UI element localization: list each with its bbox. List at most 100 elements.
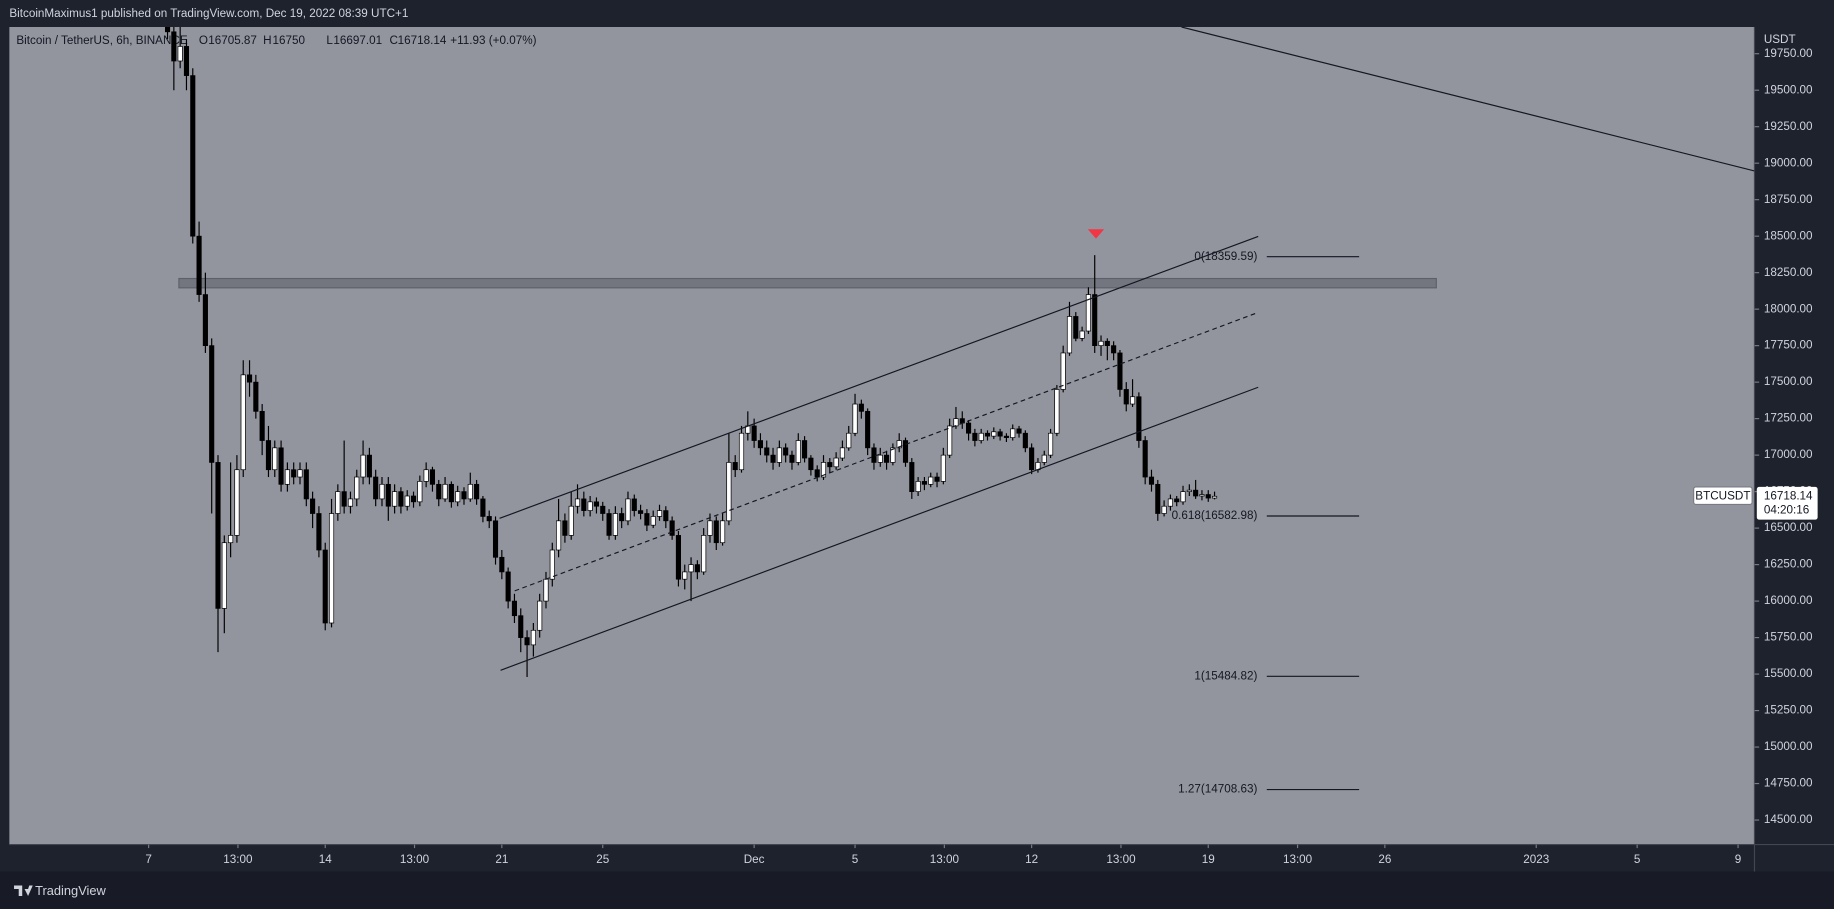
fib-label: 1(15484.82) <box>1194 669 1257 682</box>
candle-body <box>360 454 366 478</box>
candle-body <box>833 457 839 468</box>
candle-body <box>619 513 625 522</box>
candle-body <box>1016 428 1022 434</box>
candle-body <box>215 462 221 609</box>
candle-body <box>417 481 423 503</box>
candle-body <box>568 505 574 536</box>
candle-body <box>978 432 984 441</box>
candle-body <box>202 294 208 346</box>
candle-body <box>392 491 398 507</box>
ohlc-value: 16750 <box>273 34 306 47</box>
candle-body <box>884 454 890 463</box>
candle-body <box>1161 505 1167 514</box>
candle-body <box>196 235 202 295</box>
candle-body <box>1092 294 1098 346</box>
x-tick-label: 13:00 <box>930 853 960 866</box>
candle-body <box>511 600 518 617</box>
candle-body <box>171 31 177 62</box>
y-tick-label: 17000.00 <box>1764 448 1813 461</box>
candle-body <box>164 26 171 33</box>
x-tick-label: 2023 <box>1523 853 1549 866</box>
candle-body <box>972 432 978 441</box>
candle-body <box>1022 432 1028 449</box>
candle-body <box>1098 340 1104 346</box>
candle-body <box>429 469 436 485</box>
candle-body <box>890 447 896 463</box>
y-tick-label: 18500.00 <box>1764 229 1813 242</box>
candle-body <box>713 520 719 544</box>
candle-body <box>694 564 700 573</box>
y-tick-label: 17500.00 <box>1764 375 1813 388</box>
candle-body <box>997 431 1003 437</box>
candle-body <box>272 447 278 471</box>
candle-body <box>814 469 820 478</box>
candle-body <box>757 440 763 449</box>
candle-body <box>701 535 707 573</box>
candle-body <box>663 510 669 522</box>
candle-body <box>764 447 770 456</box>
trend-line <box>514 311 1259 592</box>
candle-body <box>183 46 190 76</box>
candle-body <box>1003 435 1009 438</box>
candle-body <box>190 75 196 237</box>
candle-body <box>947 425 953 456</box>
brand[interactable]: TradingView <box>35 883 106 898</box>
candle-body <box>600 505 606 514</box>
x-tick-label: 5 <box>1634 853 1641 866</box>
candle-body <box>316 513 322 551</box>
candle-body <box>410 495 417 503</box>
candle-body <box>467 483 473 500</box>
x-tick-label: 25 <box>596 853 610 866</box>
plot: 0(18359.59) 0.618(16582.98) 1(15484.82) 1.2… <box>164 26 1755 796</box>
candle-body <box>865 410 871 449</box>
candle-body <box>839 447 845 459</box>
legend-title: Bitcoin / TetherUS, 6h, BINANCE <box>16 34 187 47</box>
candle-body <box>524 637 530 646</box>
candle-body <box>1186 489 1192 492</box>
x-tick-label: 13:00 <box>1106 853 1136 866</box>
candle-body <box>581 498 587 511</box>
candle-body <box>1079 330 1085 339</box>
ohlc-letter: O <box>199 34 208 47</box>
fib-label: 1.27(14708.63) <box>1178 783 1257 796</box>
candle-body <box>228 535 234 544</box>
candle-body <box>448 483 454 503</box>
ohlc-letter: C <box>389 34 397 47</box>
candle-body <box>537 600 543 631</box>
y-tick-label: 14500.00 <box>1764 813 1813 826</box>
candle-body <box>795 440 801 463</box>
candle-body <box>398 491 404 507</box>
candle-body <box>335 491 341 514</box>
publisher: BitcoinMaximus1 published on TradingView… <box>9 7 408 20</box>
candle-body <box>675 535 681 580</box>
x-tick-label: Dec <box>744 853 765 866</box>
candle-body <box>783 447 789 456</box>
candle-body <box>1117 352 1123 390</box>
candle-body <box>1104 340 1110 346</box>
candle-body <box>221 542 227 609</box>
y-tick-label: 15000.00 <box>1764 740 1813 753</box>
candle-body <box>492 520 499 558</box>
candle-body <box>770 454 776 463</box>
candle-body <box>606 513 612 536</box>
candle-body <box>909 462 915 492</box>
candle-body <box>928 476 934 485</box>
candle-body <box>1199 494 1205 497</box>
candle-body <box>474 483 480 500</box>
candle-body <box>638 510 644 514</box>
candle-body <box>953 418 959 427</box>
marker <box>1087 229 1105 239</box>
y-tick-label: 16000.00 <box>1764 594 1813 607</box>
candle-body <box>1048 432 1054 456</box>
price-box <box>1756 486 1818 520</box>
candle-body <box>738 432 745 471</box>
candle-body <box>265 440 272 471</box>
candle-body <box>587 501 593 511</box>
candle-body <box>1111 345 1117 354</box>
candle-body <box>574 498 581 507</box>
candle-body <box>827 462 833 468</box>
candle-body <box>505 571 511 602</box>
fib-label: 0(18359.59) <box>1194 250 1257 263</box>
countdown: 04:20:16 <box>1764 503 1810 516</box>
candle-body <box>732 462 738 471</box>
